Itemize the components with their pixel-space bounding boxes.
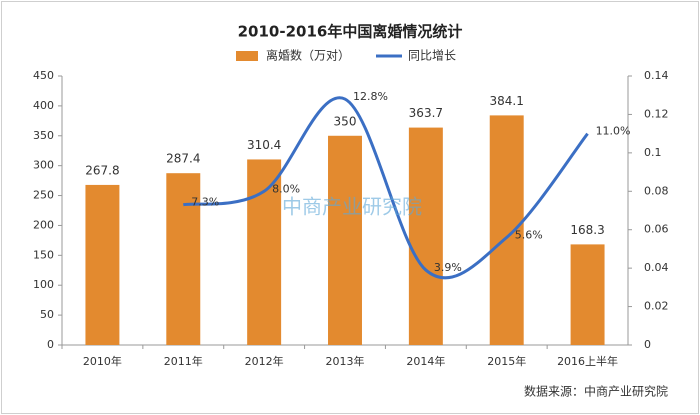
bar — [328, 135, 362, 345]
y-tick-label: 100 — [33, 278, 54, 291]
y-tick-label: 400 — [33, 99, 54, 112]
x-tick-label: 2010年 — [83, 354, 122, 368]
y-tick-label: 150 — [33, 248, 54, 261]
bar-value-label: 384.1 — [490, 94, 524, 108]
x-tick-label: 2015年 — [487, 354, 526, 368]
y2-tick-label: 0.12 — [644, 107, 669, 120]
bar — [408, 127, 443, 345]
y-tick-label: 200 — [33, 218, 54, 231]
bar-value-label: 310.4 — [247, 138, 281, 152]
bar — [166, 173, 201, 345]
line-value-label: 12.8% — [353, 90, 388, 103]
bar-value-label: 363.7 — [409, 106, 443, 120]
line — [183, 96, 589, 280]
y-tick-label: 0 — [47, 338, 54, 351]
y2-tick-label: 0.04 — [644, 261, 669, 274]
bar-value-label: 350 — [334, 114, 357, 128]
x-tick-label: 2013年 — [326, 354, 365, 368]
y-tick-label: 300 — [33, 159, 54, 172]
line-value-label: 5.6% — [515, 228, 543, 241]
watermark: 中商产业研究院 — [282, 195, 422, 219]
y2-tick-label: 0 — [644, 338, 651, 351]
line-value-label: 3.9% — [434, 261, 462, 274]
x-tick-label: 2014年 — [406, 354, 445, 368]
line-value-label: 8.0% — [272, 182, 300, 195]
y2-tick-label: 0.06 — [644, 223, 669, 236]
legend-label: 同比增长 — [408, 49, 456, 63]
bar-value-label: 267.8 — [85, 163, 119, 177]
line-value-label: 11.0% — [596, 125, 631, 138]
bar — [489, 115, 524, 345]
legend-swatch — [236, 51, 258, 61]
y-tick-label: 50 — [40, 308, 54, 321]
chart-title: 2010-2016年中国离婚情况统计 — [238, 23, 463, 41]
y2-tick-label: 0.08 — [644, 184, 669, 197]
y-tick-label: 350 — [33, 129, 54, 142]
x-tick-label: 2012年 — [245, 354, 284, 368]
bar-value-label: 287.4 — [166, 152, 200, 166]
y2-tick-label: 0.14 — [644, 69, 669, 82]
line-value-label: 7.3% — [191, 196, 219, 209]
y2-tick-label: 0.02 — [644, 300, 669, 313]
bar — [85, 184, 120, 345]
y-tick-label: 450 — [33, 69, 54, 82]
bar — [570, 244, 605, 345]
x-tick-label: 2011年 — [164, 354, 203, 368]
x-tick-label: 2016上半年 — [557, 354, 618, 368]
y-tick-label: 250 — [33, 189, 54, 202]
legend-label: 离婚数（万对） — [266, 48, 350, 63]
source-note: 数据来源：中商产业研究院 — [524, 384, 668, 399]
y2-tick-label: 0.1 — [644, 146, 662, 159]
bar-value-label: 168.3 — [570, 223, 604, 237]
